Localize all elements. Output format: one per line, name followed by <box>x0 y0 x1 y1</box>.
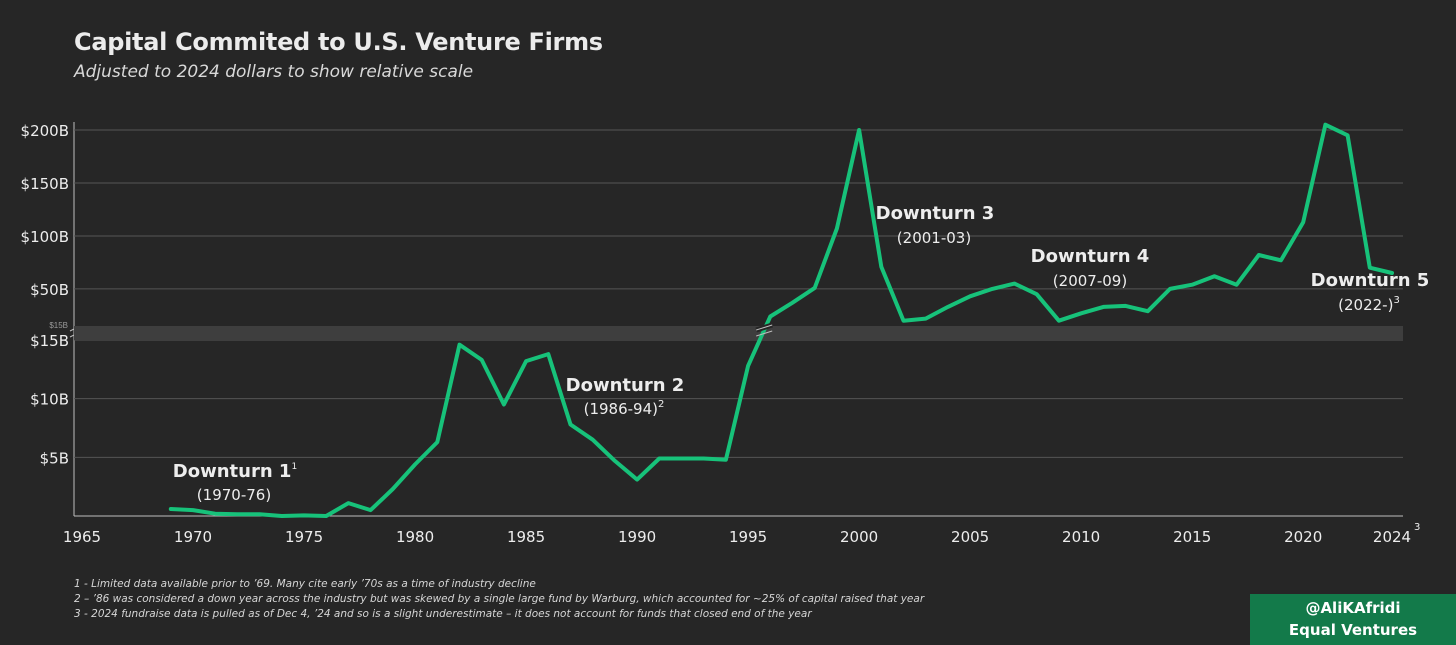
gridlines <box>69 122 1403 517</box>
y-tick-label: $100B <box>21 228 69 246</box>
annotation-title: Downturn 4 <box>1031 246 1150 267</box>
x-tick-label: 2005 <box>951 528 989 546</box>
series-layer <box>168 122 1394 518</box>
annotation-title: Downturn 2 <box>566 375 685 396</box>
y-axis-labels: $5B $10B $15B $50B $100B $150B $200B <box>21 122 69 467</box>
axis-break-label: $15B <box>49 321 68 330</box>
x-tick-label: 1985 <box>507 528 545 546</box>
annotations-layer: Downturn 11 (1970-76) Downturn 2 (1986-94)2… <box>173 203 1430 504</box>
annotation-period: (2022-)3 <box>1338 295 1400 314</box>
annotation-period: (1986-94)2 <box>584 399 665 418</box>
axis-break-band: $15B <box>49 321 1403 340</box>
y-tick-label: $5B <box>40 449 69 467</box>
chart-title: Capital Commited to U.S. Venture Firms <box>74 28 603 56</box>
footnote-1: 1 - Limited data available prior to ’69.… <box>74 578 536 590</box>
annotation-period: (2001-03) <box>897 229 971 247</box>
series-line <box>168 122 1394 518</box>
annotation-title: Downturn 5 <box>1311 270 1430 291</box>
x-tick-label: 1975 <box>285 528 323 546</box>
x-tick-footnote-marker: 3 <box>1414 522 1420 533</box>
brand-org: Equal Ventures <box>1288 621 1418 639</box>
x-tick-label: 1965 <box>63 528 101 546</box>
annotation-title: Downturn 3 <box>876 203 995 224</box>
x-tick-label: 2015 <box>1173 528 1211 546</box>
y-tick-label: $200B <box>21 122 69 140</box>
chart-subtitle: Adjusted to 2024 dollars to show relativ… <box>74 62 474 82</box>
brand-handle: @AliKAfridi <box>1305 599 1401 617</box>
x-tick-label: 1990 <box>618 528 656 546</box>
brand-badge: @AliKAfridi Equal Ventures <box>1250 594 1456 645</box>
axis-break-marker-edge <box>756 324 773 331</box>
y-tick-label: $15B <box>30 332 69 350</box>
footnote-3: 3 - 2024 fundraise data is pulled as of … <box>74 608 812 620</box>
x-tick-label: 2000 <box>840 528 878 546</box>
x-tick-label: 2024 <box>1373 528 1411 546</box>
y-tick-label: $10B <box>30 391 69 409</box>
x-tick-label: 1995 <box>729 528 767 546</box>
x-tick-label: 2010 <box>1062 528 1100 546</box>
annotation-period: (2007-09) <box>1053 272 1127 290</box>
y-tick-label: $50B <box>30 281 69 299</box>
x-tick-label: 1970 <box>174 528 212 546</box>
axis-break-rect <box>74 326 1403 340</box>
footnote-2: 2 – ’86 was considered a down year acros… <box>74 593 925 605</box>
x-tick-label: 2020 <box>1284 528 1322 546</box>
y-tick-label: $150B <box>21 175 69 193</box>
annotation-period: (1970-76) <box>197 486 271 504</box>
x-axis-labels: 1965 1970 1975 1980 1985 1990 1995 2000 2005 2010… <box>63 522 1420 546</box>
axis-break-marker-edge <box>756 330 773 337</box>
x-tick-label: 1980 <box>396 528 434 546</box>
annotation-title: Downturn 11 <box>173 461 297 482</box>
